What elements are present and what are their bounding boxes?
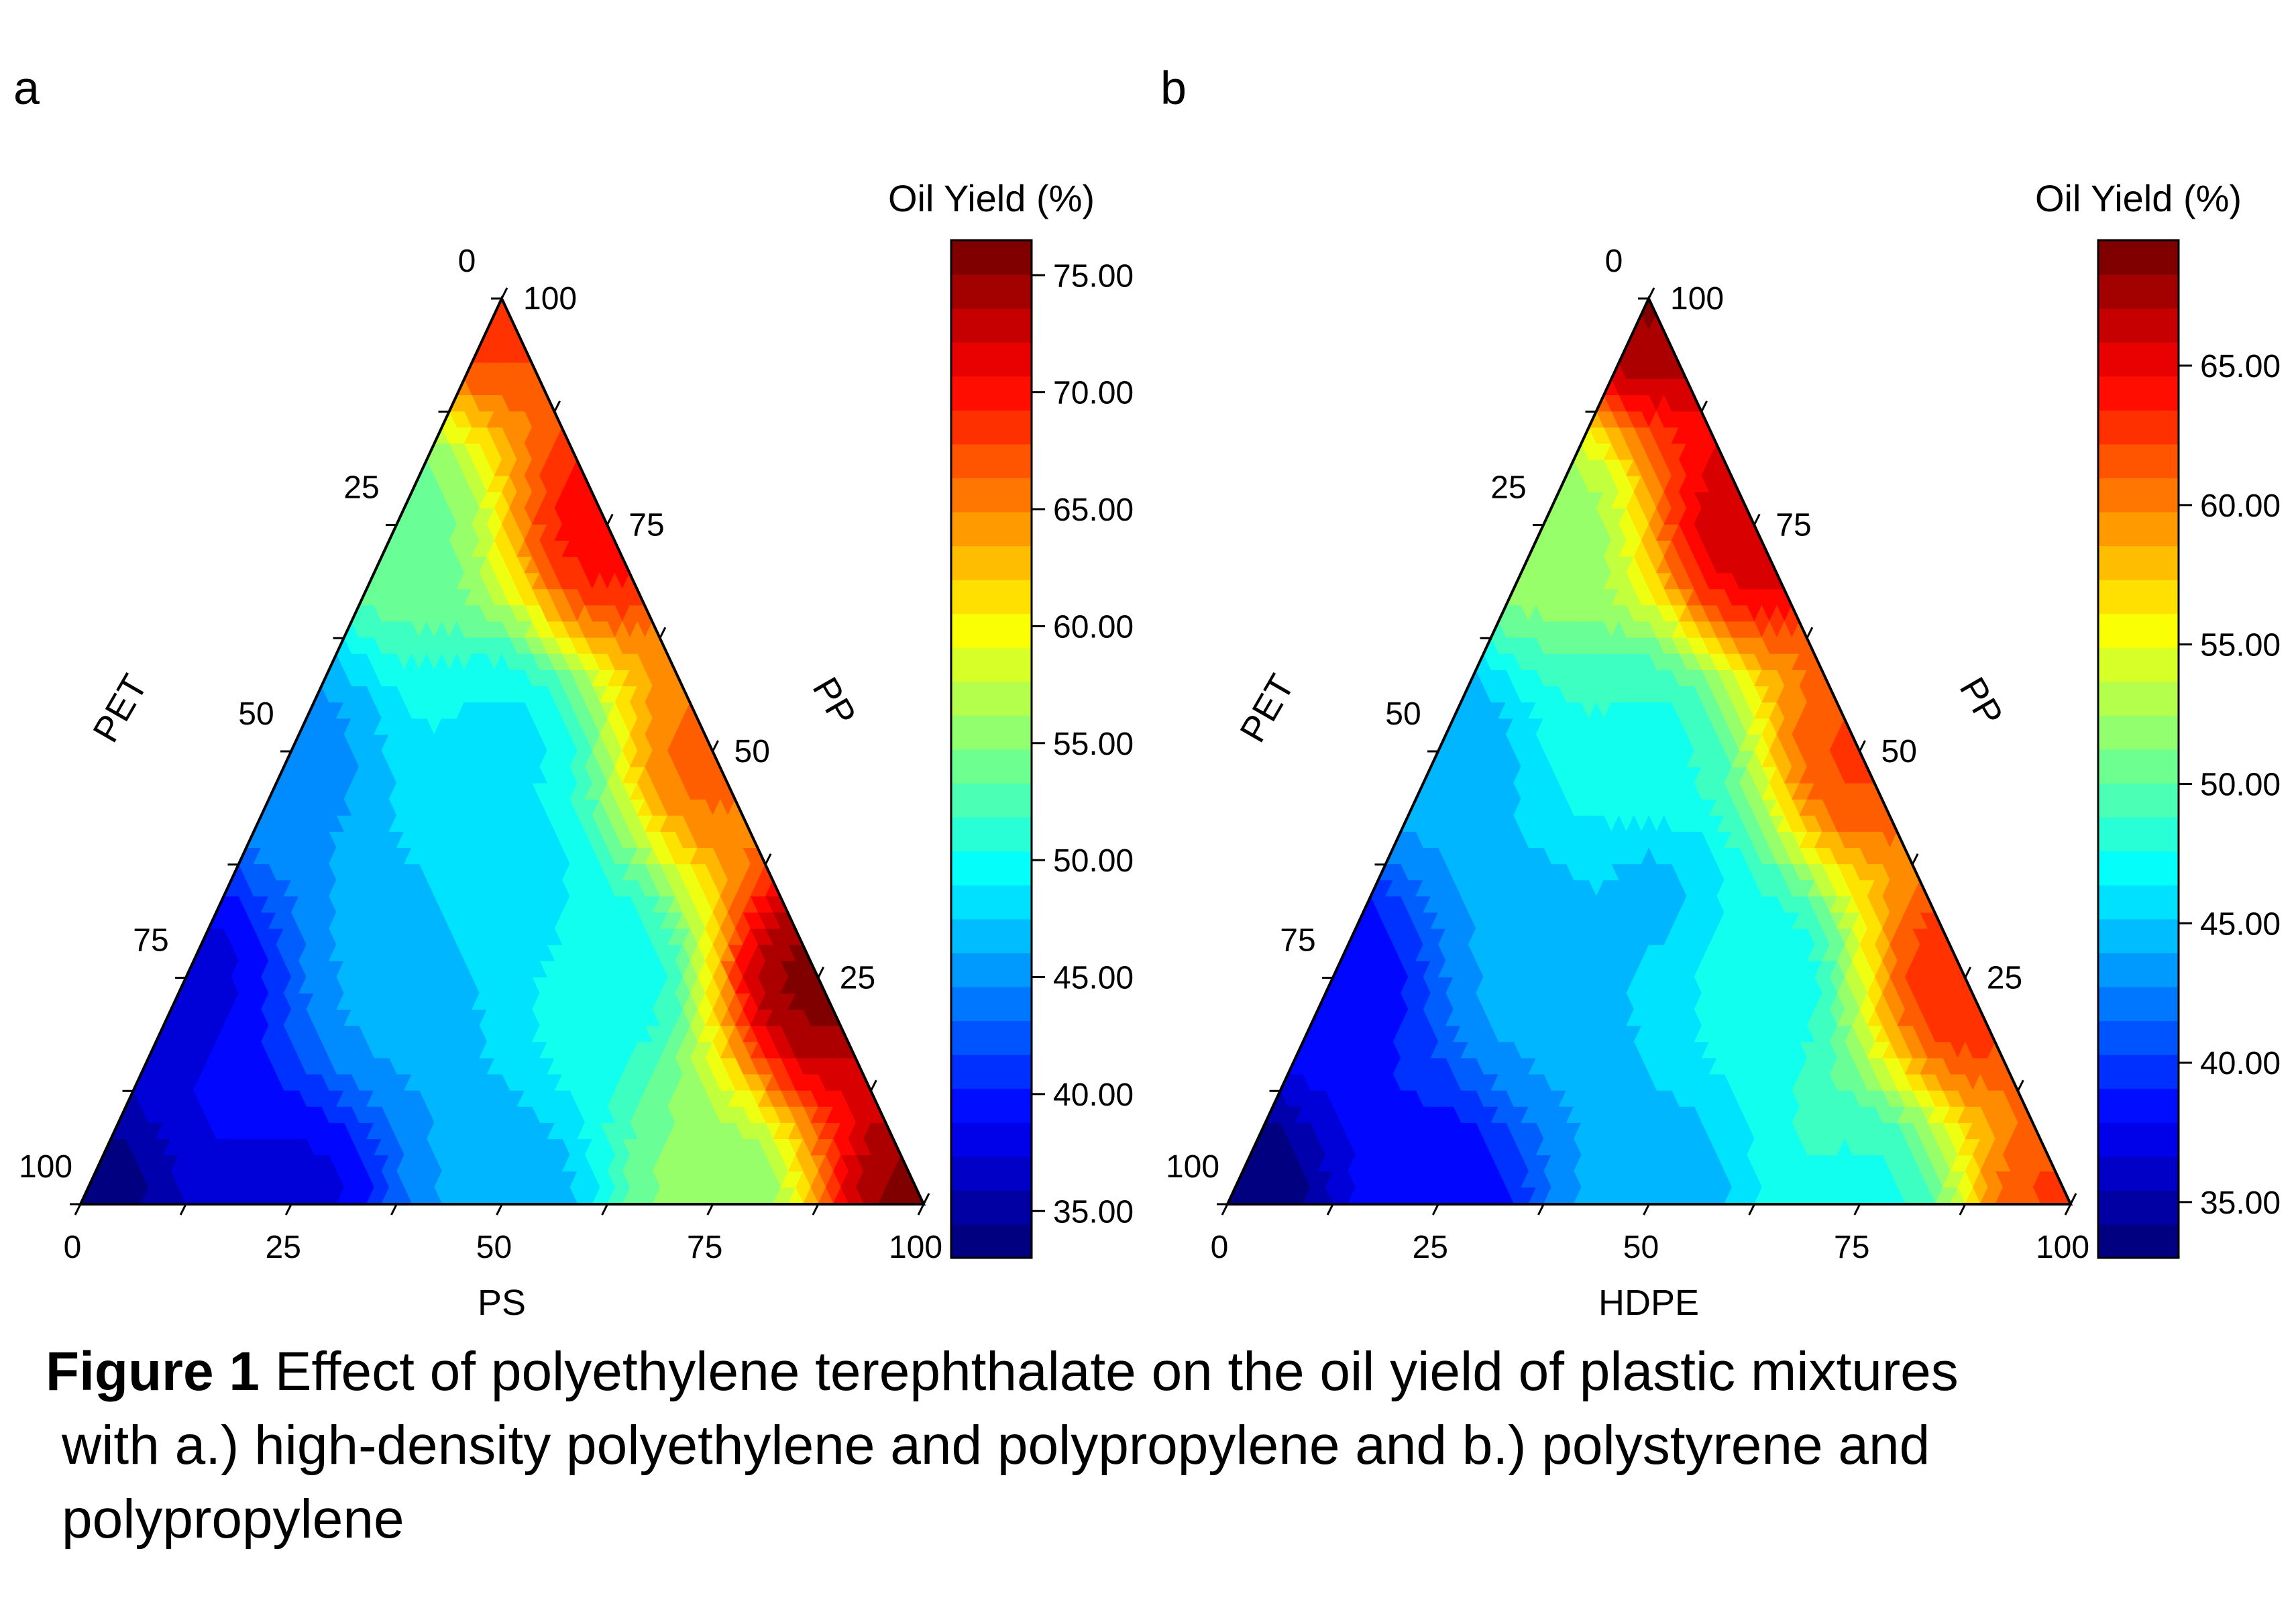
- colorbar-swatch: [951, 409, 1032, 445]
- colorbar-swatch: [951, 1224, 1032, 1259]
- panel-a-left-axis-title: PET: [85, 668, 155, 749]
- colorbar-swatch: [951, 308, 1032, 343]
- bottom-axis-tick: [284, 1204, 292, 1216]
- colorbar-swatch: [951, 851, 1032, 886]
- panel-a-right-axis-title: PP: [805, 671, 864, 733]
- panel-a-heatmap: [80, 297, 924, 1206]
- panel-a-colorbar: [950, 239, 1033, 1259]
- colorbar-swatch: [951, 478, 1032, 513]
- colorbar-swatch: [951, 783, 1032, 818]
- panel-a-bottom-tick-labels: 0 25 50 75 100: [64, 1230, 942, 1265]
- bottom-axis-tick: [390, 1204, 398, 1216]
- bottom-axis-tick: [74, 1204, 82, 1216]
- panel-a-label: a: [13, 62, 40, 114]
- colorbar-tick-label: 35.00: [1053, 1194, 1134, 1230]
- colorbar-swatch: [951, 1189, 1032, 1225]
- ternary-figure: a PET PP PS 0 25 50 75 100 100 75 50 25 0 25 50 75…: [13, 62, 2281, 1323]
- right-axis-tick: [712, 740, 719, 752]
- colorbar-tick-label: 75.00: [1053, 258, 1134, 294]
- colorbar-swatch: [951, 579, 1032, 614]
- colorbar-tick-label: 45.00: [1053, 961, 1134, 996]
- colorbar-swatch: [951, 511, 1032, 547]
- colorbar-swatch: [951, 341, 1032, 377]
- colorbar-swatch: [951, 918, 1032, 953]
- left-tick-label: 0: [458, 244, 476, 279]
- right-axis-tick: [659, 627, 667, 639]
- colorbar-swatch: [951, 240, 1032, 275]
- panel-a-bottom-axis-title: PS: [478, 1283, 526, 1323]
- bottom-axis-tick: [496, 1204, 503, 1216]
- colorbar-swatch: [951, 647, 1032, 682]
- bottom-axis-tick: [179, 1204, 187, 1216]
- left-tick-label: 100: [19, 1149, 72, 1185]
- right-axis-tick: [764, 853, 772, 865]
- colorbar-swatch: [951, 681, 1032, 716]
- colorbar-swatch: [951, 952, 1032, 987]
- colorbar-swatch: [951, 376, 1032, 411]
- bottom-tick-label: 25: [266, 1230, 301, 1265]
- right-tick-label: 50: [734, 734, 770, 769]
- colorbar-swatch: [951, 749, 1032, 784]
- colorbar-tick-label: 50.00: [1053, 843, 1134, 879]
- colorbar-tick-label: 60.00: [1053, 609, 1134, 645]
- left-tick-label: 50: [238, 696, 274, 732]
- right-tick-label: 100: [523, 281, 577, 317]
- colorbar-swatch: [951, 443, 1032, 478]
- colorbar-swatch: [951, 1156, 1032, 1191]
- bottom-tick-label: 100: [889, 1230, 942, 1265]
- panel-a-colorbar-title: Oil Yield (%): [888, 177, 1095, 219]
- panel-a-colorbar-ticks: 35.00 40.00 45.00 50.00 55.00 60.00 65.00 70.00…: [1032, 258, 1134, 1230]
- bottom-axis-tick: [812, 1204, 820, 1216]
- colorbar-swatch: [951, 545, 1032, 580]
- right-axis-tick: [870, 1079, 877, 1091]
- right-axis-tick: [817, 966, 825, 979]
- left-tick-label: 75: [133, 923, 168, 959]
- panel-b-heatmap: [1227, 297, 2071, 1206]
- left-tick-label: 25: [343, 470, 379, 506]
- bottom-tick-label: 75: [687, 1230, 722, 1265]
- bottom-axis-tick: [917, 1204, 925, 1216]
- colorbar-tick-label: 55.00: [1053, 727, 1134, 762]
- colorbar-swatch: [951, 274, 1032, 309]
- bottom-axis-tick: [601, 1204, 608, 1216]
- right-axis-tick: [922, 1193, 930, 1205]
- right-axis-tick: [500, 287, 508, 299]
- colorbar-swatch: [951, 1054, 1032, 1089]
- colorbar-swatch: [951, 613, 1032, 648]
- colorbar-swatch: [951, 816, 1032, 852]
- colorbar-tick-label: 40.00: [1053, 1077, 1134, 1113]
- bottom-tick-label: 50: [476, 1230, 512, 1265]
- right-tick-label: 25: [840, 961, 875, 996]
- bottom-tick-label: 0: [64, 1230, 82, 1265]
- right-tick-label: 75: [628, 508, 664, 543]
- colorbar-tick-label: 65.00: [1053, 492, 1134, 528]
- right-axis-tick: [553, 400, 561, 413]
- colorbar-swatch: [951, 714, 1032, 750]
- colorbar-swatch: [951, 884, 1032, 920]
- right-axis-tick: [606, 513, 614, 526]
- colorbar-swatch: [951, 1088, 1032, 1123]
- panel-a: a PET PP PS 0 25 50 75 100 100 75 50 25 0 25 50 75…: [13, 62, 1134, 1323]
- bottom-axis-tick: [706, 1204, 714, 1216]
- colorbar-swatch: [951, 986, 1032, 1022]
- colorbar-tick-label: 70.00: [1053, 376, 1134, 411]
- colorbar-swatch: [951, 1122, 1032, 1157]
- colorbar-swatch: [951, 1020, 1032, 1055]
